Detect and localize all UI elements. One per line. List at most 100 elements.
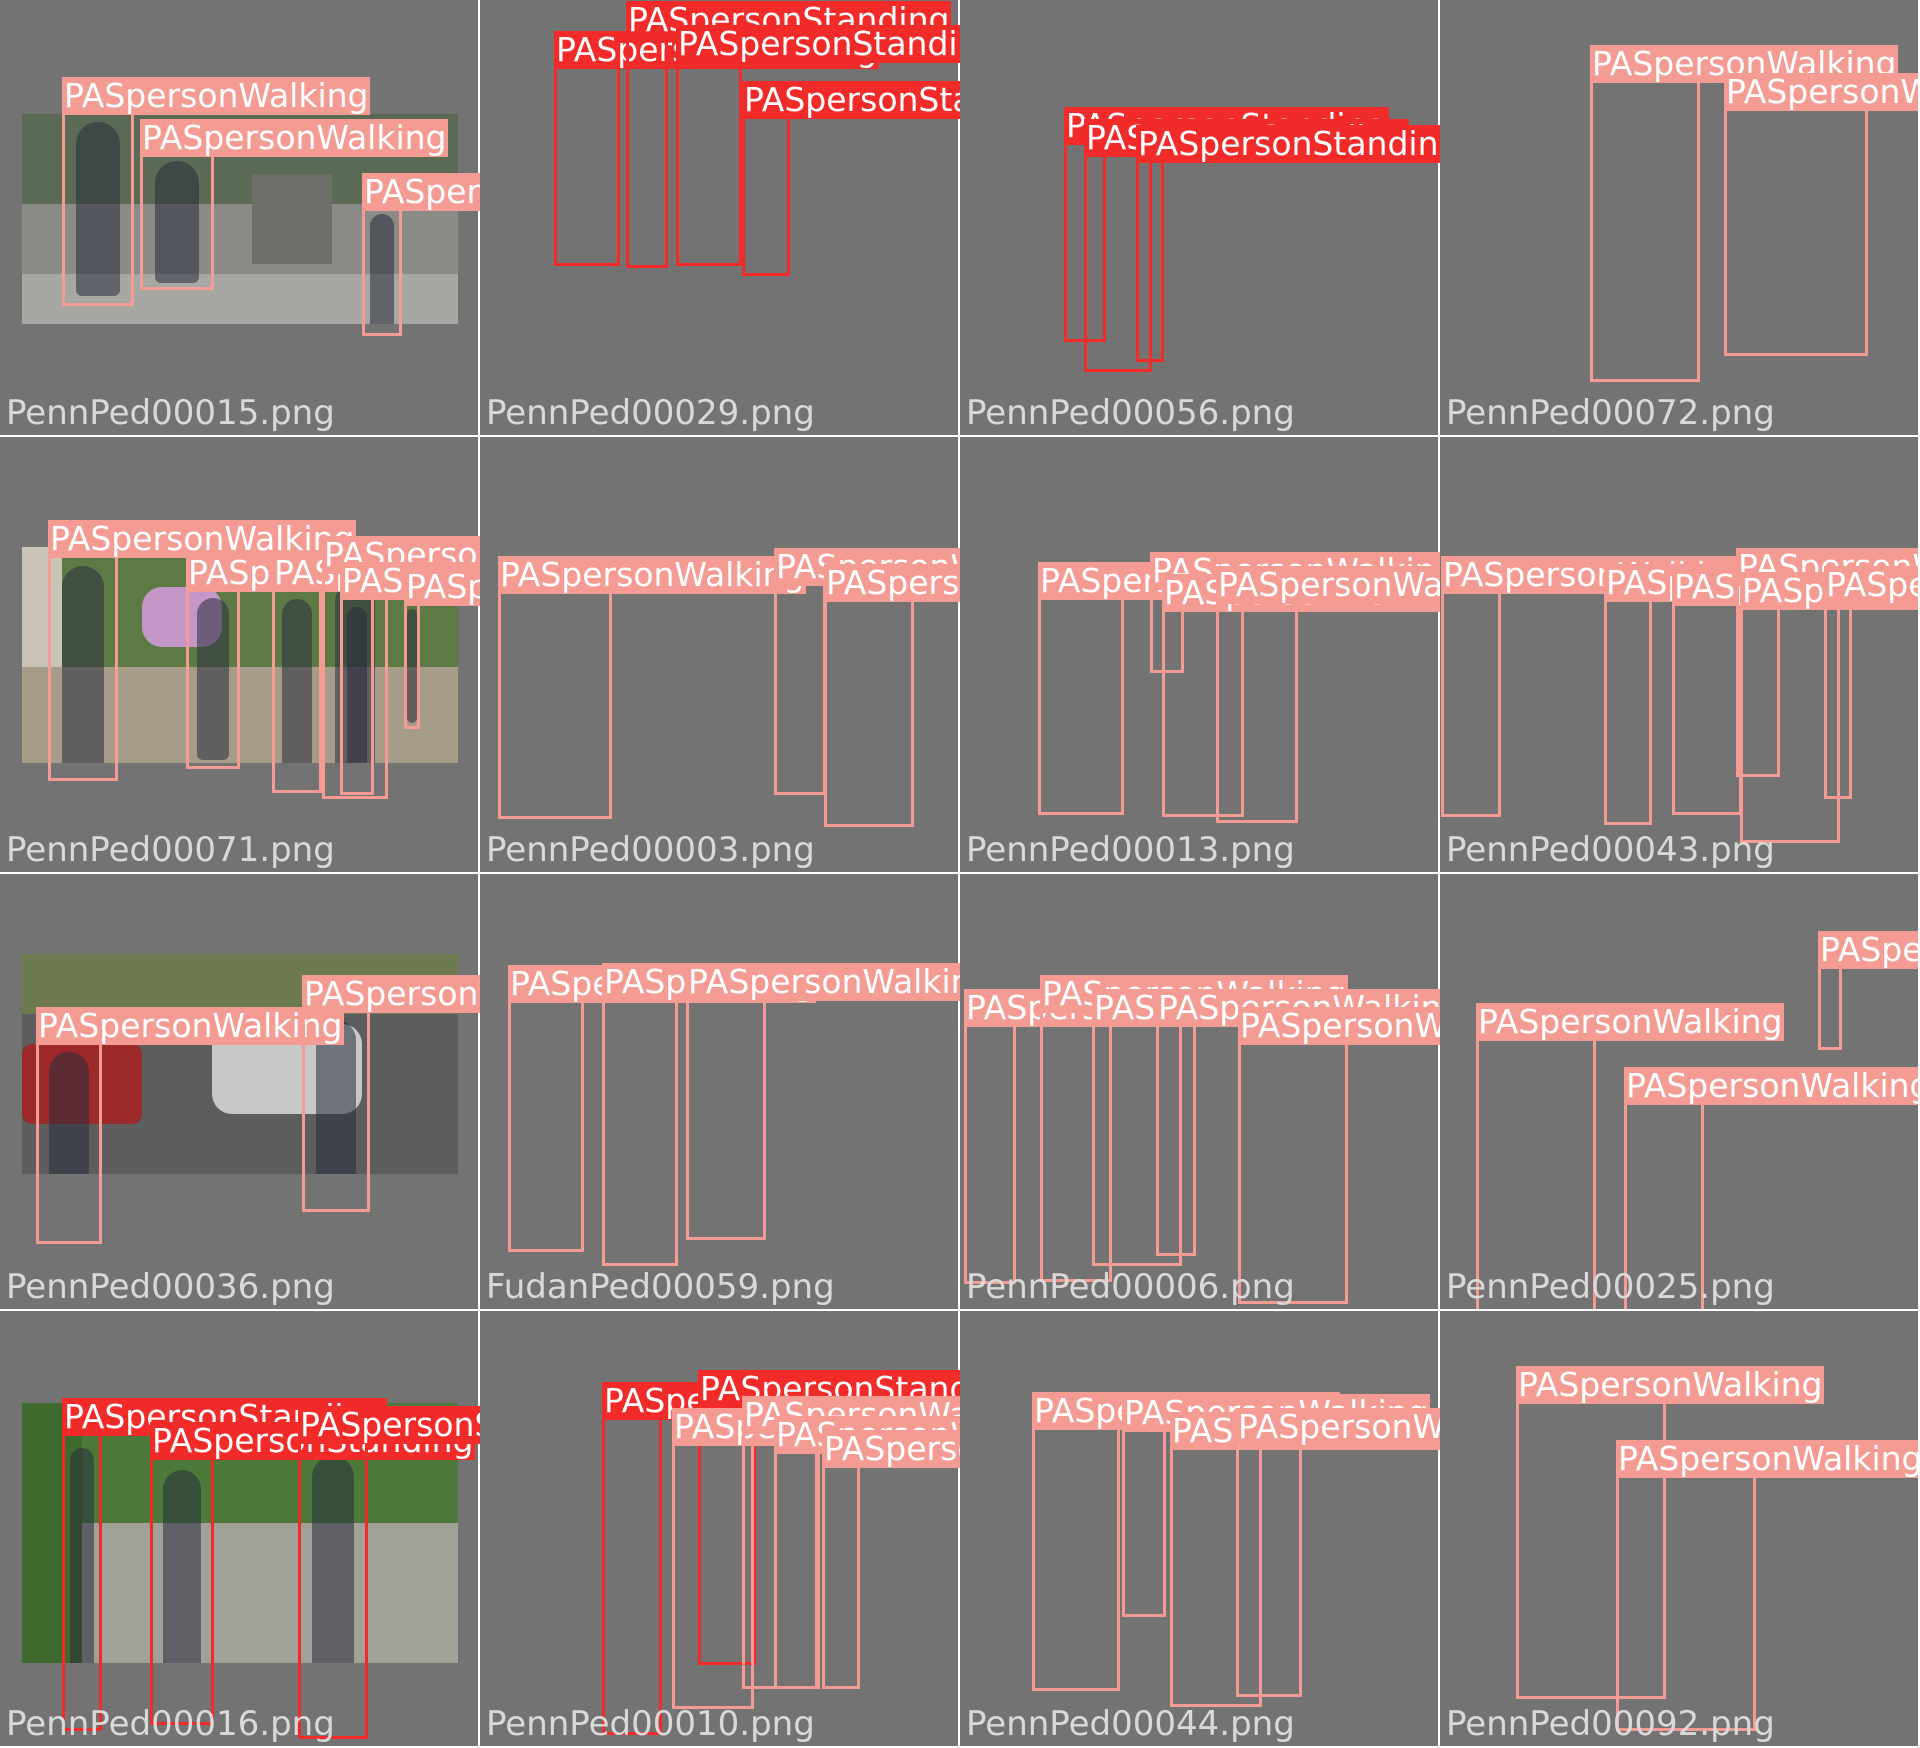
- scene-region: [22, 1523, 458, 1663]
- pedestrian: [154, 160, 200, 284]
- bounding-box: PASpersonWalking: [1156, 989, 1465, 1256]
- bounding-box: PASpersonWalking: [1818, 931, 1918, 1050]
- filename-caption: PennPed00006.png: [966, 1267, 1295, 1307]
- filename-caption: PennPed00056.png: [966, 393, 1295, 433]
- box-label: PASpersonWalking: [1476, 1002, 1785, 1041]
- bounding-box: PASpersonWalking: [404, 568, 713, 729]
- bounding-box: PASpersonWalking: [964, 989, 1273, 1284]
- bounding-box: PASpersonWalking: [1624, 1067, 1918, 1309]
- image-cell: PASpersonWalkingPASpersonWalkingPASperso…: [960, 874, 1547, 1311]
- pedestrian: [49, 1052, 89, 1174]
- pedestrian: [370, 214, 394, 324]
- box-label: PASpersonWalking: [498, 555, 807, 594]
- pedestrian: [407, 609, 417, 723]
- filename-caption: PennPed00071.png: [6, 830, 335, 870]
- bounding-box: PASpersonWalking: [1032, 1392, 1341, 1691]
- filename-caption: PennPed00003.png: [486, 830, 815, 870]
- bounding-box: PASpersonStanding: [676, 25, 1002, 266]
- filename-caption: PennPed00092.png: [1446, 1704, 1775, 1744]
- bounding-box: PASpersonWalking: [62, 77, 371, 306]
- bounding-box: PASpersonWalking: [602, 963, 911, 1266]
- bounding-box: PASpersonWalking: [774, 1416, 1083, 1689]
- pedestrian: [162, 1470, 202, 1663]
- bounding-box: PASpersonWalking: [362, 173, 671, 336]
- bounding-box: PASpersonWalking: [1604, 564, 1913, 825]
- bounding-box: PASpersonWalking: [48, 520, 357, 781]
- bounding-box: PASpersonStanding: [602, 1382, 928, 1735]
- street-photo: [22, 1403, 458, 1663]
- bounding-box: PASpersonWalking: [1236, 1408, 1545, 1697]
- bounding-box: PASpersonWalking: [1824, 566, 1918, 799]
- filename-caption: PennPed00043.png: [1446, 830, 1775, 870]
- bounding-box: PASpersonStanding: [742, 81, 1068, 276]
- image-cell: PASpersonWalking PASpersonWalking PennPed0…: [1440, 1311, 1920, 1748]
- pedestrian: [196, 598, 230, 760]
- scene-region: [252, 174, 332, 264]
- image-cell: PASpersonWalking PASpersonWalking PASperso…: [1440, 874, 1920, 1311]
- image-cell: PASpersonStandingPASpersonStandingPASper…: [480, 1311, 1418, 1748]
- bounding-box: PASpersonStanding: [62, 1398, 388, 1731]
- filename-caption: PennPed00044.png: [966, 1704, 1295, 1744]
- pedestrian: [346, 606, 368, 763]
- image-cell: PASpersonWalkingPASpersonWalkingPASperso…: [480, 437, 1418, 874]
- filename-caption: PennPed00010.png: [486, 1704, 815, 1744]
- box-label: PASpersonWalking: [1818, 931, 1918, 969]
- filename-caption: PennPed00016.png: [6, 1704, 335, 1744]
- bounding-box: PASpersonWalking: [498, 556, 807, 819]
- filename-caption: FudanPed00059.png: [486, 1267, 835, 1307]
- bounding-box: PASpersonStanding: [298, 1406, 624, 1739]
- image-cell: PASpersonStandingPASpersonStandingPASper…: [0, 1311, 624, 1748]
- bounding-box: PASpersonWalking: [302, 975, 611, 1212]
- image-cell: PASpersonWalkingPASpersonWalkingPASperso…: [0, 0, 671, 437]
- filename-caption: PennPed00072.png: [1446, 393, 1775, 433]
- bounding-box: PASpersonWalking: [36, 1007, 345, 1244]
- filename-caption: PennPed00015.png: [6, 393, 335, 433]
- box-label: PASpersonWalking: [1516, 1365, 1825, 1404]
- bounding-box: PASpersonWalking: [272, 554, 581, 793]
- pedestrian: [62, 566, 104, 763]
- bounding-box: PASpersonWalking: [686, 963, 995, 1240]
- box-label: PASpersonWalking: [1724, 73, 1918, 111]
- image-cell: PASpersonWalkingPASpersonWalkingPASperso…: [1440, 437, 1920, 874]
- bounding-box: PASpersonWalking: [1724, 73, 1918, 356]
- box-label: PASpersonStanding: [1136, 124, 1462, 163]
- bounding-box: PASpersonWalking: [1476, 1003, 1785, 1309]
- box-label: PASpersonWalking: [62, 76, 371, 115]
- bounding-box: PASpersonWalking: [824, 564, 1133, 827]
- bounding-box: PASpersonWalking: [1672, 568, 1918, 815]
- image-cell: PASpersonStandingPASpersonStandingPASper…: [960, 0, 1462, 437]
- bounding-box: PASpersonStanding: [1136, 125, 1462, 362]
- image-cell: PASpersonWalkingPASpersonWalkingPASperso…: [480, 874, 1418, 1311]
- box-label: PASpersonWalking: [1624, 1067, 1918, 1105]
- bounding-box: PASpersonWalking: [1038, 562, 1347, 815]
- pedestrian: [76, 121, 120, 297]
- bounding-box: PASpersonWalking: [1590, 45, 1899, 382]
- bounding-box: PASpersonWalking: [1216, 566, 1525, 823]
- bounding-box: PASpersonStanding: [150, 1422, 476, 1725]
- bounding-box: PASpersonWalking: [508, 965, 817, 1252]
- pedestrian: [282, 599, 312, 763]
- bounding-box: PASpersonWalking: [340, 562, 649, 795]
- bounding-box: PASpersonStanding: [626, 1, 952, 268]
- box-label: PASpersonWalking: [48, 519, 357, 558]
- scene-region: [22, 547, 62, 667]
- pedestrian: [315, 1020, 357, 1174]
- bounding-box: PASpersonWalking: [1441, 556, 1750, 817]
- pedestrian: [70, 1447, 94, 1663]
- bounding-box: PASpersonWalking: [1122, 1394, 1431, 1617]
- box-label: PASpersonWalking: [686, 962, 995, 1001]
- bounding-box: PASpersonWalking: [1238, 1007, 1547, 1304]
- bounding-box: PASpersonWalking: [774, 548, 1083, 795]
- bounding-box: PASpersonWalking: [1516, 1366, 1825, 1699]
- filename-caption: PennPed00029.png: [486, 393, 815, 433]
- image-cell: PASpersonWalkingPASpersonWalkingPASperso…: [960, 1311, 1545, 1748]
- pedestrian: [312, 1455, 354, 1663]
- box-label: PASpersonWalking: [36, 1006, 345, 1045]
- bounding-box: PASpersonStanding: [554, 31, 880, 266]
- box-label: PASpersonWalking: [1616, 1440, 1918, 1478]
- image-cell: PASpersonWalkingPASpersonWalkingPASperso…: [0, 437, 713, 874]
- bounding-box: PASpersonWalking: [822, 1430, 1131, 1689]
